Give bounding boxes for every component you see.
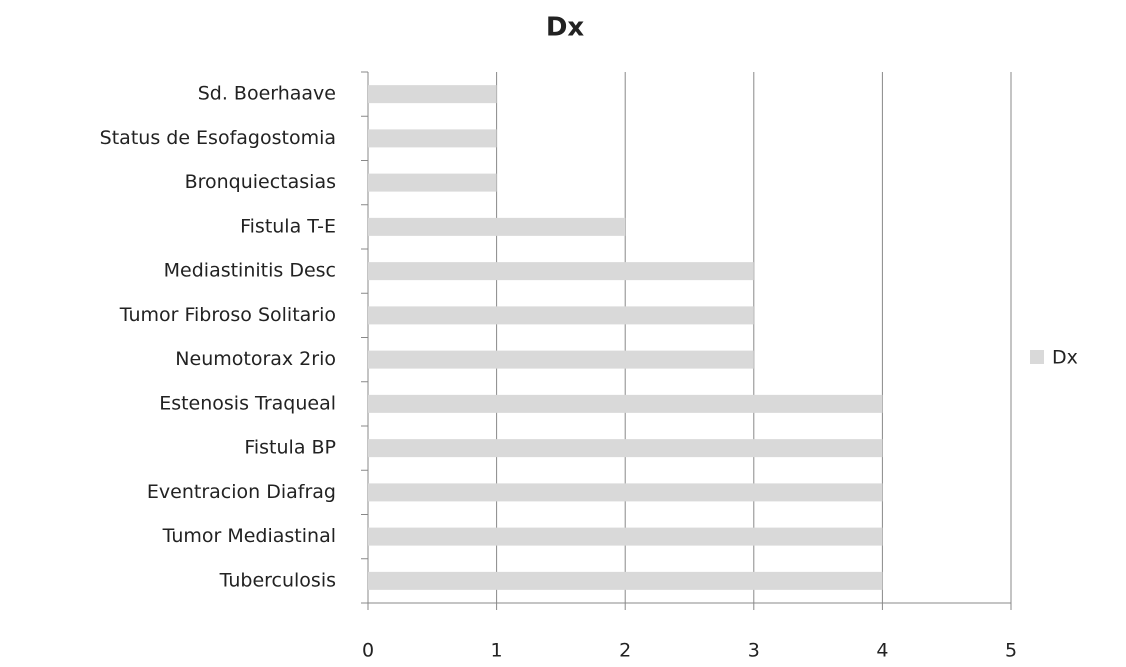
y-tick-label: Status de Esofagostomia [100,127,336,149]
bar [368,527,883,546]
y-tick-label: Sd. Boerhaave [198,83,336,105]
x-tick-label: 2 [619,640,631,662]
x-tick-label: 5 [1005,640,1017,662]
bar [368,262,754,281]
bar [368,394,883,413]
y-tick-label: Tumor Mediastinal [162,525,336,547]
x-tick-label: 1 [491,640,503,662]
bar [368,129,497,148]
y-tick-label: Bronquiectasias [185,171,336,193]
y-tick-label: Neumotorax 2rio [175,348,336,370]
chart-title: Dx [546,13,585,43]
y-tick-label: Mediastinitis Desc [164,260,336,282]
bar [368,571,883,590]
bar [368,217,626,236]
bar [368,85,497,104]
x-tick-label: 4 [876,640,888,662]
bar [368,173,497,192]
y-tick-label: Tumor Fibroso Solitario [119,304,336,326]
x-tick-label: 0 [362,640,374,662]
bar [368,350,754,369]
bar [368,306,754,325]
legend-label: Dx [1052,347,1078,369]
bar [368,439,883,458]
y-tick-label: Fistula BP [244,437,336,459]
x-tick-label: 3 [748,640,760,662]
bar [368,483,883,502]
y-tick-label: Fistula T-E [240,215,336,237]
y-tick-label: Eventracion Diafrag [147,481,336,503]
legend-swatch [1030,350,1044,364]
y-tick-label: Tuberculosis [219,569,336,591]
y-tick-label: Estenosis Traqueal [159,392,336,414]
